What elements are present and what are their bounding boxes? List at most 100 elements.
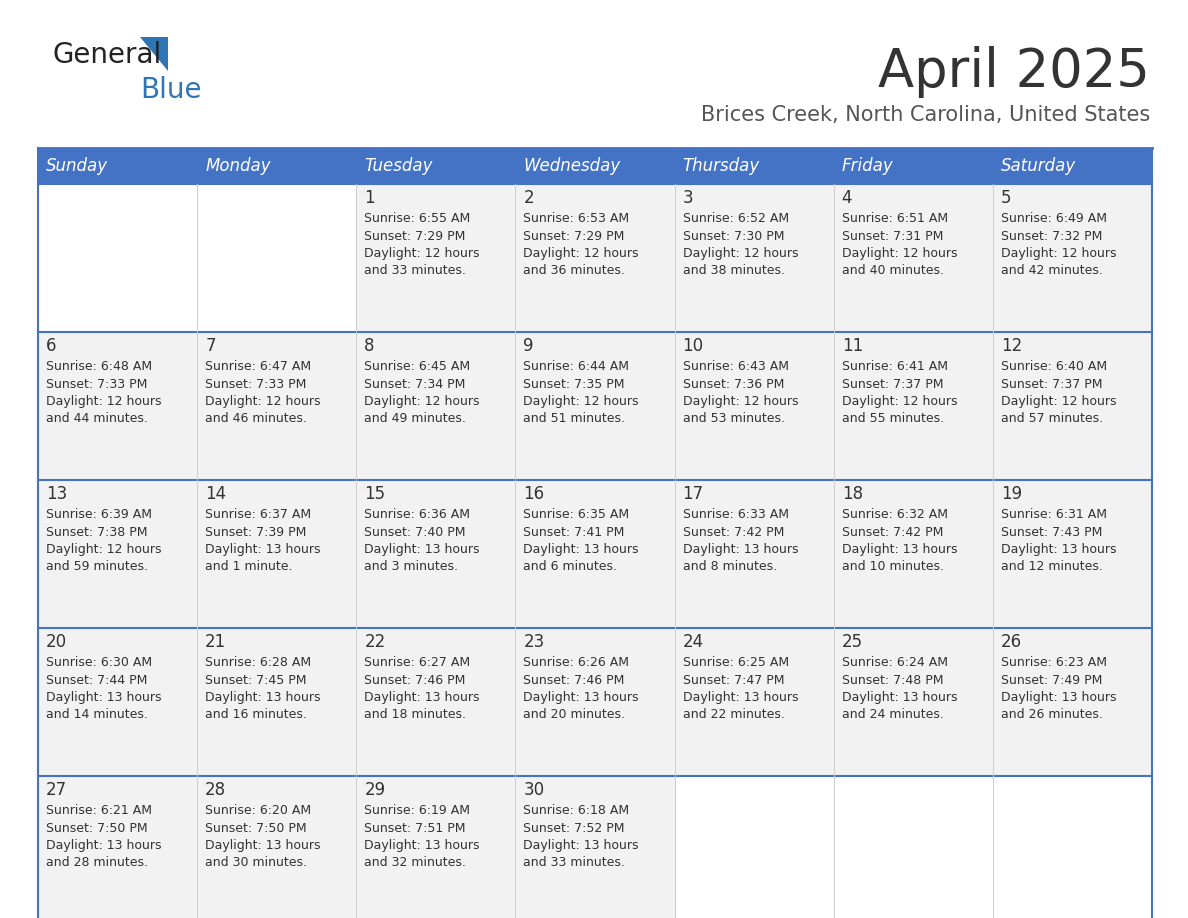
Text: Sunset: 7:46 PM: Sunset: 7:46 PM xyxy=(524,674,625,687)
Text: 16: 16 xyxy=(524,485,544,503)
Text: Sunset: 7:31 PM: Sunset: 7:31 PM xyxy=(842,230,943,242)
Bar xyxy=(834,480,993,628)
Text: Daylight: 12 hours: Daylight: 12 hours xyxy=(1000,248,1117,261)
Text: Sunset: 7:46 PM: Sunset: 7:46 PM xyxy=(365,674,466,687)
Text: Daylight: 12 hours: Daylight: 12 hours xyxy=(46,543,162,556)
Text: 28: 28 xyxy=(206,781,226,799)
Bar xyxy=(834,184,993,332)
Bar xyxy=(993,776,1152,918)
Text: and 44 minutes.: and 44 minutes. xyxy=(46,411,147,424)
Bar xyxy=(38,480,197,628)
Text: Sunrise: 6:52 AM: Sunrise: 6:52 AM xyxy=(683,211,789,225)
Bar xyxy=(38,628,197,776)
Text: Daylight: 13 hours: Daylight: 13 hours xyxy=(365,691,480,704)
Text: Daylight: 12 hours: Daylight: 12 hours xyxy=(46,396,162,409)
Polygon shape xyxy=(140,37,168,71)
Text: and 32 minutes.: and 32 minutes. xyxy=(365,856,466,868)
Text: Sunset: 7:51 PM: Sunset: 7:51 PM xyxy=(365,822,466,834)
Text: Daylight: 13 hours: Daylight: 13 hours xyxy=(683,543,798,556)
Bar xyxy=(675,184,834,332)
Text: and 22 minutes.: and 22 minutes. xyxy=(683,708,784,721)
Text: and 33 minutes.: and 33 minutes. xyxy=(365,263,466,276)
Text: and 26 minutes.: and 26 minutes. xyxy=(1000,708,1102,721)
Text: 17: 17 xyxy=(683,485,703,503)
Bar xyxy=(516,480,675,628)
Bar xyxy=(197,184,356,332)
Text: Sunrise: 6:33 AM: Sunrise: 6:33 AM xyxy=(683,508,789,521)
Text: Daylight: 12 hours: Daylight: 12 hours xyxy=(683,248,798,261)
Text: and 53 minutes.: and 53 minutes. xyxy=(683,411,784,424)
Text: Sunrise: 6:32 AM: Sunrise: 6:32 AM xyxy=(842,508,948,521)
Text: Sunrise: 6:35 AM: Sunrise: 6:35 AM xyxy=(524,508,630,521)
Bar xyxy=(356,332,516,480)
Bar xyxy=(197,480,356,628)
Text: Sunrise: 6:39 AM: Sunrise: 6:39 AM xyxy=(46,508,152,521)
Text: 13: 13 xyxy=(46,485,68,503)
Text: Sunrise: 6:55 AM: Sunrise: 6:55 AM xyxy=(365,211,470,225)
Text: Sunrise: 6:31 AM: Sunrise: 6:31 AM xyxy=(1000,508,1107,521)
Text: 20: 20 xyxy=(46,633,68,651)
Text: Sunrise: 6:19 AM: Sunrise: 6:19 AM xyxy=(365,803,470,816)
Text: Sunrise: 6:21 AM: Sunrise: 6:21 AM xyxy=(46,803,152,816)
Text: 5: 5 xyxy=(1000,189,1011,207)
Text: and 8 minutes.: and 8 minutes. xyxy=(683,559,777,573)
Text: Daylight: 12 hours: Daylight: 12 hours xyxy=(524,396,639,409)
Text: Sunrise: 6:25 AM: Sunrise: 6:25 AM xyxy=(683,655,789,668)
Text: Sunset: 7:48 PM: Sunset: 7:48 PM xyxy=(842,674,943,687)
Text: Sunset: 7:35 PM: Sunset: 7:35 PM xyxy=(524,377,625,390)
Text: 19: 19 xyxy=(1000,485,1022,503)
Bar xyxy=(356,776,516,918)
Text: Blue: Blue xyxy=(140,76,202,104)
Text: Sunset: 7:34 PM: Sunset: 7:34 PM xyxy=(365,377,466,390)
Bar xyxy=(675,480,834,628)
Bar xyxy=(197,628,356,776)
Text: and 46 minutes.: and 46 minutes. xyxy=(206,411,307,424)
Bar xyxy=(356,628,516,776)
Text: 18: 18 xyxy=(842,485,862,503)
Text: Daylight: 13 hours: Daylight: 13 hours xyxy=(206,691,321,704)
Text: and 28 minutes.: and 28 minutes. xyxy=(46,856,148,868)
Text: Daylight: 12 hours: Daylight: 12 hours xyxy=(365,248,480,261)
Text: and 49 minutes.: and 49 minutes. xyxy=(365,411,466,424)
Text: Daylight: 13 hours: Daylight: 13 hours xyxy=(842,691,958,704)
Bar xyxy=(993,184,1152,332)
Text: 12: 12 xyxy=(1000,337,1022,355)
Text: Daylight: 12 hours: Daylight: 12 hours xyxy=(1000,396,1117,409)
Text: and 33 minutes.: and 33 minutes. xyxy=(524,856,625,868)
Text: Daylight: 12 hours: Daylight: 12 hours xyxy=(524,248,639,261)
Text: Sunrise: 6:28 AM: Sunrise: 6:28 AM xyxy=(206,655,311,668)
Text: Sunrise: 6:20 AM: Sunrise: 6:20 AM xyxy=(206,803,311,816)
Text: Sunrise: 6:23 AM: Sunrise: 6:23 AM xyxy=(1000,655,1107,668)
Text: 23: 23 xyxy=(524,633,544,651)
Text: Sunset: 7:49 PM: Sunset: 7:49 PM xyxy=(1000,674,1102,687)
Bar xyxy=(675,332,834,480)
Text: Sunset: 7:32 PM: Sunset: 7:32 PM xyxy=(1000,230,1102,242)
Text: 29: 29 xyxy=(365,781,385,799)
Text: Sunset: 7:33 PM: Sunset: 7:33 PM xyxy=(46,377,147,390)
Text: and 10 minutes.: and 10 minutes. xyxy=(842,559,943,573)
Text: 4: 4 xyxy=(842,189,852,207)
Text: April 2025: April 2025 xyxy=(878,46,1150,98)
Text: Sunset: 7:47 PM: Sunset: 7:47 PM xyxy=(683,674,784,687)
Bar xyxy=(675,776,834,918)
Bar xyxy=(834,776,993,918)
Text: Daylight: 13 hours: Daylight: 13 hours xyxy=(46,691,162,704)
Text: 14: 14 xyxy=(206,485,226,503)
Text: Sunrise: 6:43 AM: Sunrise: 6:43 AM xyxy=(683,360,789,373)
Text: Daylight: 13 hours: Daylight: 13 hours xyxy=(46,839,162,853)
Bar xyxy=(197,776,356,918)
Text: Sunset: 7:44 PM: Sunset: 7:44 PM xyxy=(46,674,147,687)
Text: Daylight: 13 hours: Daylight: 13 hours xyxy=(524,691,639,704)
Text: Daylight: 13 hours: Daylight: 13 hours xyxy=(842,543,958,556)
Text: Sunrise: 6:37 AM: Sunrise: 6:37 AM xyxy=(206,508,311,521)
Text: Sunday: Sunday xyxy=(46,157,108,175)
Text: Sunset: 7:29 PM: Sunset: 7:29 PM xyxy=(365,230,466,242)
Bar xyxy=(38,148,1152,184)
Text: Sunrise: 6:24 AM: Sunrise: 6:24 AM xyxy=(842,655,948,668)
Bar xyxy=(516,776,675,918)
Bar xyxy=(516,184,675,332)
Text: Daylight: 13 hours: Daylight: 13 hours xyxy=(365,543,480,556)
Text: Sunset: 7:50 PM: Sunset: 7:50 PM xyxy=(206,822,307,834)
Text: Sunrise: 6:51 AM: Sunrise: 6:51 AM xyxy=(842,211,948,225)
Bar xyxy=(675,628,834,776)
